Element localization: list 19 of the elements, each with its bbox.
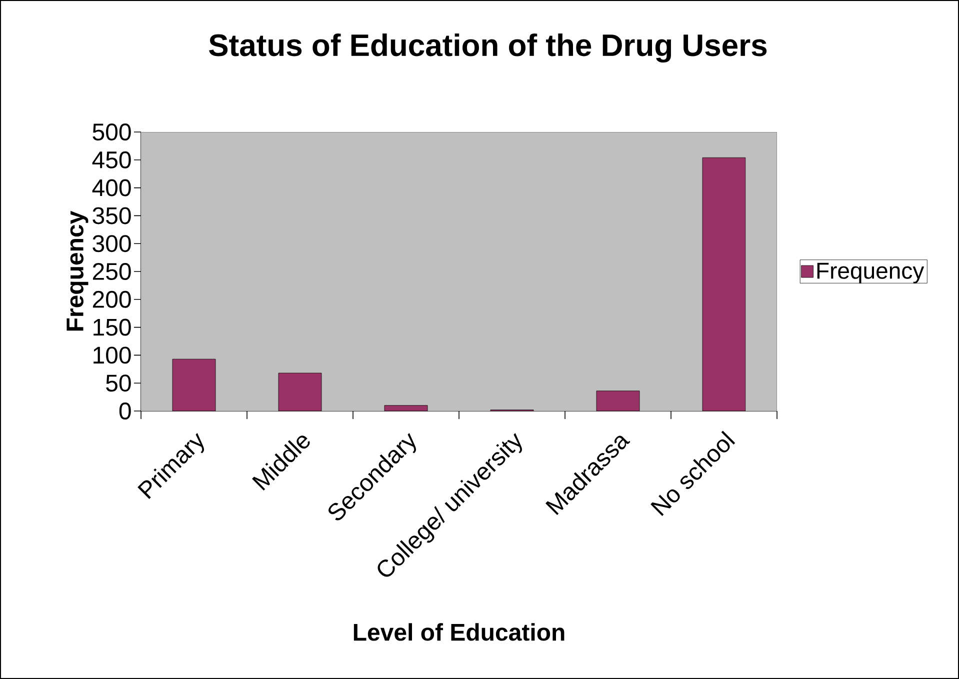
bar	[702, 157, 746, 411]
legend-label: Frequency	[817, 262, 924, 284]
x-axis-title: Level of Education	[354, 623, 564, 641]
y-tick-label: 450	[92, 151, 131, 168]
y-tick-label: 500	[92, 124, 131, 140]
bar	[278, 372, 322, 411]
y-axis-title: Frequency	[66, 210, 88, 331]
bar	[172, 358, 216, 411]
y-tick-label: 400	[92, 179, 131, 196]
y-tick-label: 200	[92, 290, 131, 308]
bar	[596, 390, 640, 411]
y-tick-label: 50	[106, 374, 131, 392]
y-tick-label: 150	[94, 318, 131, 336]
y-tick-label: 300	[92, 235, 131, 252]
chart-title: Status of Education of the Drug Users	[209, 33, 767, 63]
y-tick-label: 0	[119, 402, 131, 420]
y-tick-label: 100	[94, 346, 131, 364]
y-tick-label: 350	[92, 207, 131, 224]
y-tick-label: 250	[92, 263, 131, 280]
